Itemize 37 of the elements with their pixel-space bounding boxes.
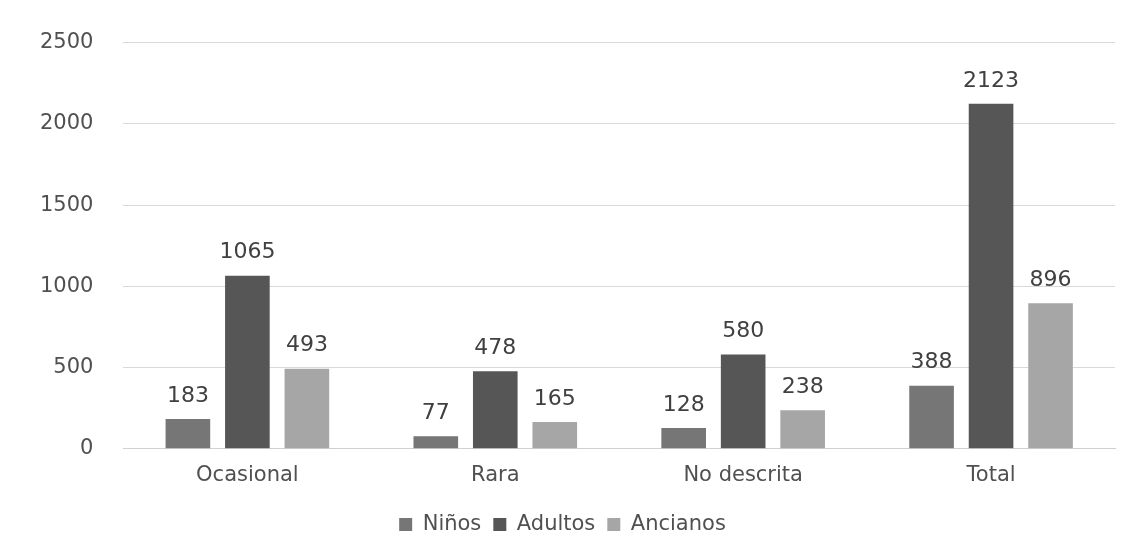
- y-tick-label: 500: [53, 354, 94, 379]
- data-label: 493: [285, 331, 328, 357]
- bar: [225, 275, 270, 449]
- x-tick-label: Rara: [471, 461, 520, 486]
- data-label: 2123: [963, 66, 1020, 92]
- data-label: 478: [474, 333, 517, 359]
- bar: [165, 419, 211, 449]
- data-label: 1065: [219, 238, 276, 264]
- data-label: 388: [910, 348, 953, 374]
- bar: [661, 428, 706, 449]
- data-label: 128: [662, 390, 705, 416]
- bar: [284, 368, 330, 449]
- bar: [909, 385, 954, 449]
- legend-label: Niños: [422, 510, 482, 535]
- bar: [1028, 303, 1073, 449]
- bar: [720, 354, 766, 449]
- y-tick-label: 0: [80, 435, 94, 460]
- bar: [532, 421, 578, 449]
- y-tick-label: 2000: [39, 110, 94, 135]
- x-tick-label: Total: [965, 461, 1016, 486]
- data-label: 183: [166, 381, 209, 407]
- legend-label: Adultos: [516, 510, 596, 535]
- bar: [780, 410, 825, 449]
- y-tick-label: 1000: [39, 272, 94, 297]
- bar: [413, 436, 459, 449]
- data-label: 77: [421, 399, 450, 425]
- bar: [968, 103, 1014, 449]
- data-label: 580: [722, 317, 765, 343]
- legend-label: Ancianos: [630, 510, 726, 535]
- y-tick-label: 2500: [39, 29, 94, 54]
- bar: [472, 371, 518, 449]
- y-tick-label: 1500: [39, 191, 94, 216]
- data-label: 165: [533, 384, 576, 410]
- data-label: 896: [1029, 265, 1072, 291]
- x-tick-label: Ocasional: [196, 461, 299, 486]
- x-tick-label: No descrita: [683, 461, 803, 486]
- data-label: 238: [781, 372, 824, 398]
